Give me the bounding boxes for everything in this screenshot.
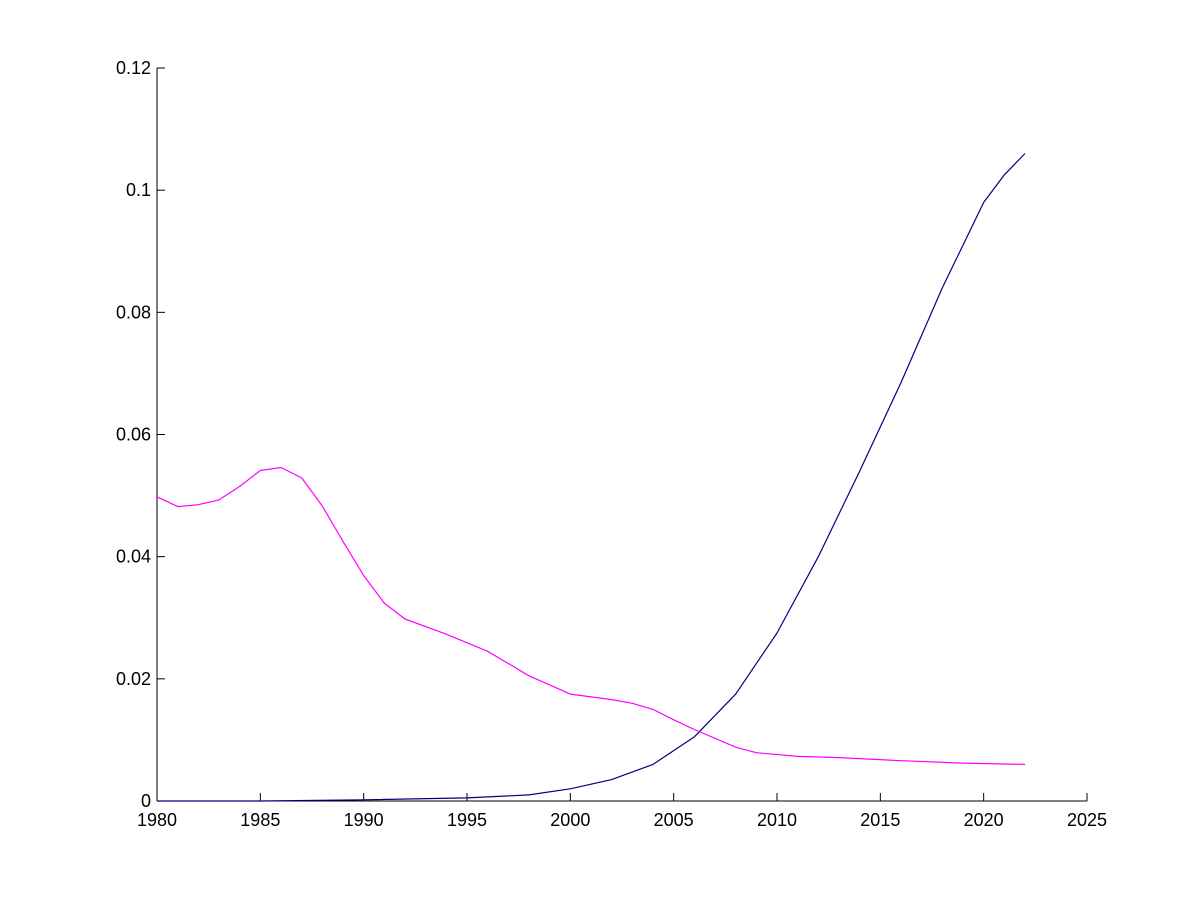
axes: 1980 1985 1990 1995 2000 2005 2010 2015 2020 2025…	[116, 58, 1107, 830]
y-tick-label: 0.06	[116, 425, 151, 445]
x-tick-label: 1980	[137, 810, 177, 830]
x-tick-label: 2005	[654, 810, 694, 830]
x-tick-label: 2000	[550, 810, 590, 830]
x-tick-label: 2010	[757, 810, 797, 830]
y-tick-label: 0.12	[116, 58, 151, 78]
y-tick-label: 0.04	[116, 547, 151, 567]
y-tick-label: 0	[141, 791, 151, 811]
x-tick-label: 2025	[1067, 810, 1107, 830]
plot-area	[156, 153, 1026, 802]
x-tick-label: 1985	[240, 810, 280, 830]
y-tick-label: 0.08	[116, 302, 151, 322]
y-tick-label: 0.1	[126, 180, 151, 200]
x-tick-label: 1990	[344, 810, 384, 830]
y-tick-label: 0.02	[116, 669, 151, 689]
series-line-2	[156, 466, 1026, 765]
x-tick-label: 2015	[860, 810, 900, 830]
x-tick-label: 1995	[447, 810, 487, 830]
x-tick-label: 2020	[964, 810, 1004, 830]
series-line-1	[157, 153, 1026, 802]
